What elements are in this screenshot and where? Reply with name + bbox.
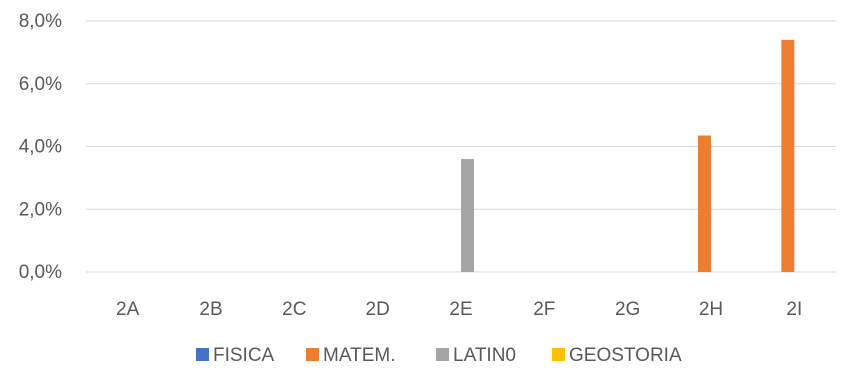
legend-swatch: [196, 348, 209, 361]
y-tick-label: 6,0%: [19, 74, 62, 95]
legend-swatch: [306, 348, 319, 361]
y-tick-label: 4,0%: [19, 137, 62, 158]
y-tick-label: 0,0%: [19, 262, 62, 283]
legend-swatch: [552, 348, 565, 361]
x-tick-label: 2C: [282, 299, 306, 320]
legend-label: MATEM.: [323, 345, 395, 366]
x-tick-label: 2F: [533, 299, 555, 320]
bar-2I-MATEM.: [781, 39, 795, 273]
x-tick-label: 2A: [116, 299, 140, 320]
x-tick-label: 2G: [615, 299, 640, 320]
bar-2E-LATIN0: [461, 159, 474, 272]
bar-2H-MATEM.: [698, 135, 711, 272]
x-tick-label: 2I: [786, 299, 802, 320]
legend-label: LATIN0: [453, 345, 516, 366]
legend-label: FISICA: [213, 345, 275, 366]
x-tick-label: 2H: [699, 299, 723, 320]
y-tick-label: 8,0%: [19, 11, 62, 32]
x-tick-label: 2E: [449, 299, 472, 320]
x-tick-label: 2B: [199, 299, 222, 320]
x-tick-label: 2D: [366, 299, 390, 320]
legend-swatch: [436, 348, 449, 361]
legend: FISICA MATEM. LATIN0 GEOSTORIA: [196, 345, 682, 366]
x-axis-ticks: 2A 2B 2C 2D 2E 2F 2G 2H 2I: [116, 299, 802, 320]
y-axis-ticks: 0,0% 2,0% 4,0% 6,0% 8,0%: [19, 11, 62, 283]
bars: [461, 39, 795, 273]
y-tick-label: 2,0%: [19, 199, 62, 220]
legend-label: GEOSTORIA: [569, 345, 682, 366]
